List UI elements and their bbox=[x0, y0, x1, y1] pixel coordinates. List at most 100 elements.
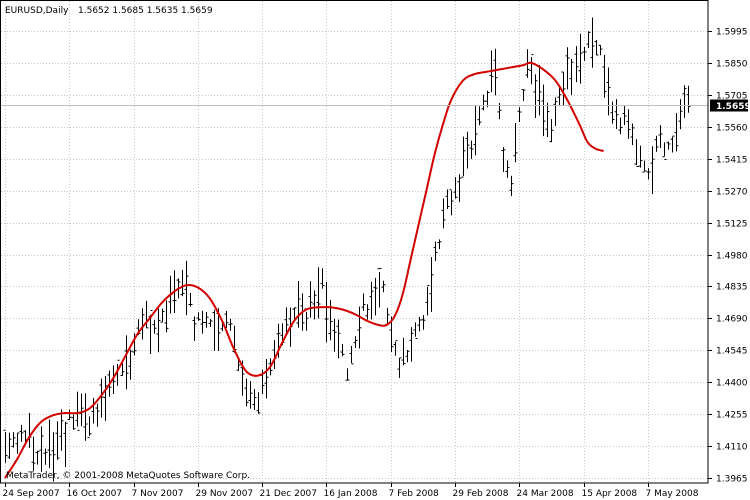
price-bar bbox=[128, 349, 133, 380]
price-bar bbox=[561, 71, 566, 106]
price-bar bbox=[417, 316, 422, 332]
price-bar bbox=[481, 94, 486, 111]
price-bar bbox=[413, 322, 418, 339]
price-bar bbox=[465, 131, 470, 169]
x-tick-label: 29 Nov 2007 bbox=[196, 489, 254, 499]
price-bar bbox=[557, 87, 562, 107]
price-bar bbox=[324, 281, 329, 343]
price-bar bbox=[365, 304, 370, 320]
x-tick-label: 16 Jan 2008 bbox=[324, 489, 378, 499]
price-bar bbox=[228, 318, 233, 331]
x-tick-label: 7 May 2008 bbox=[646, 489, 699, 499]
price-bar bbox=[425, 285, 430, 316]
price-bar bbox=[441, 198, 446, 229]
price-bar bbox=[87, 416, 92, 438]
price-bar bbox=[405, 350, 410, 363]
price-bar bbox=[3, 429, 8, 463]
price-bar bbox=[606, 67, 611, 116]
price-bar bbox=[509, 175, 514, 197]
price-bar bbox=[256, 392, 261, 414]
chart-frame bbox=[0, 0, 709, 484]
price-bar bbox=[369, 281, 374, 320]
x-tick-label: 24 Sep 2007 bbox=[3, 489, 60, 499]
price-bar bbox=[565, 47, 570, 90]
price-bar bbox=[152, 319, 157, 334]
price-bar bbox=[553, 97, 558, 126]
price-bar bbox=[252, 388, 257, 410]
price-bar bbox=[15, 432, 20, 454]
price-bar bbox=[541, 84, 546, 137]
price-bar bbox=[453, 177, 458, 199]
y-tick-label: 1.5995 bbox=[716, 28, 748, 38]
price-bar bbox=[39, 426, 44, 472]
price-bar bbox=[501, 147, 506, 172]
price-bar bbox=[284, 307, 289, 334]
price-bar bbox=[409, 327, 414, 362]
price-bar bbox=[381, 280, 386, 293]
chart-header: EURUSD,Daily 1.5652 1.5685 1.5635 1.5659 bbox=[5, 6, 213, 16]
price-bar bbox=[43, 448, 48, 465]
price-bar bbox=[433, 241, 438, 262]
price-bar bbox=[27, 412, 32, 448]
price-bar bbox=[602, 54, 607, 98]
y-tick-label: 1.5850 bbox=[716, 60, 748, 70]
price-bar bbox=[340, 343, 345, 357]
y-tick-label: 1.4980 bbox=[716, 252, 748, 262]
price-bar bbox=[71, 414, 76, 430]
price-bar bbox=[642, 160, 647, 173]
price-bar bbox=[549, 119, 554, 143]
price-bar bbox=[505, 160, 510, 178]
price-bar bbox=[11, 432, 16, 448]
price-bar bbox=[124, 335, 129, 390]
price-bar bbox=[626, 109, 631, 139]
price-bar bbox=[674, 113, 679, 152]
y-tick-label: 1.4690 bbox=[716, 315, 748, 325]
y-tick-label: 1.4400 bbox=[716, 379, 748, 389]
time-axis[interactable]: 24 Sep 2007 16 Oct 2007 7 Nov 2007 29 Nov 2… bbox=[3, 483, 699, 499]
price-bar bbox=[264, 359, 269, 399]
price-bar bbox=[188, 292, 193, 307]
price-bar bbox=[248, 381, 253, 409]
price-bar bbox=[79, 393, 84, 427]
price-bar bbox=[47, 419, 52, 469]
price-bar bbox=[686, 85, 691, 113]
price-bar bbox=[91, 397, 96, 424]
price-bar bbox=[75, 391, 80, 431]
price-bar bbox=[320, 268, 325, 289]
price-bar bbox=[196, 312, 201, 321]
price-bar bbox=[208, 318, 213, 328]
price-bar bbox=[132, 333, 137, 356]
price-axis[interactable]: 1.5995 1.5850 1.5705 1.5560 1.5415 1.5270 1.51… bbox=[708, 28, 748, 485]
y-tick-label: 1.5705 bbox=[716, 92, 748, 102]
price-bar bbox=[385, 307, 390, 325]
price-bar bbox=[457, 174, 462, 203]
price-bar bbox=[224, 310, 229, 328]
price-bar bbox=[184, 260, 189, 316]
x-tick-label: 16 Oct 2007 bbox=[67, 489, 123, 499]
price-bar bbox=[533, 74, 538, 118]
price-bar bbox=[67, 409, 72, 421]
price-bar bbox=[35, 450, 40, 465]
price-bar bbox=[328, 299, 333, 341]
price-bars bbox=[3, 17, 691, 482]
y-tick-label: 1.5270 bbox=[716, 188, 748, 198]
price-bar bbox=[361, 293, 366, 311]
price-bar bbox=[646, 168, 651, 180]
price-bar bbox=[312, 290, 317, 320]
price-bar bbox=[618, 117, 623, 135]
price-bar bbox=[678, 99, 683, 130]
price-bar bbox=[308, 281, 313, 318]
price-bar bbox=[120, 362, 125, 376]
price-bar bbox=[95, 403, 100, 427]
price-bar bbox=[212, 307, 217, 352]
price-bar bbox=[586, 31, 591, 48]
price-bar bbox=[397, 357, 402, 378]
y-tick-label: 1.4255 bbox=[716, 411, 748, 421]
price-bar bbox=[316, 267, 321, 319]
price-bar bbox=[461, 136, 466, 178]
price-bar bbox=[658, 125, 663, 149]
grid bbox=[1, 1, 708, 483]
price-bar bbox=[421, 315, 426, 330]
price-bar bbox=[682, 85, 687, 118]
